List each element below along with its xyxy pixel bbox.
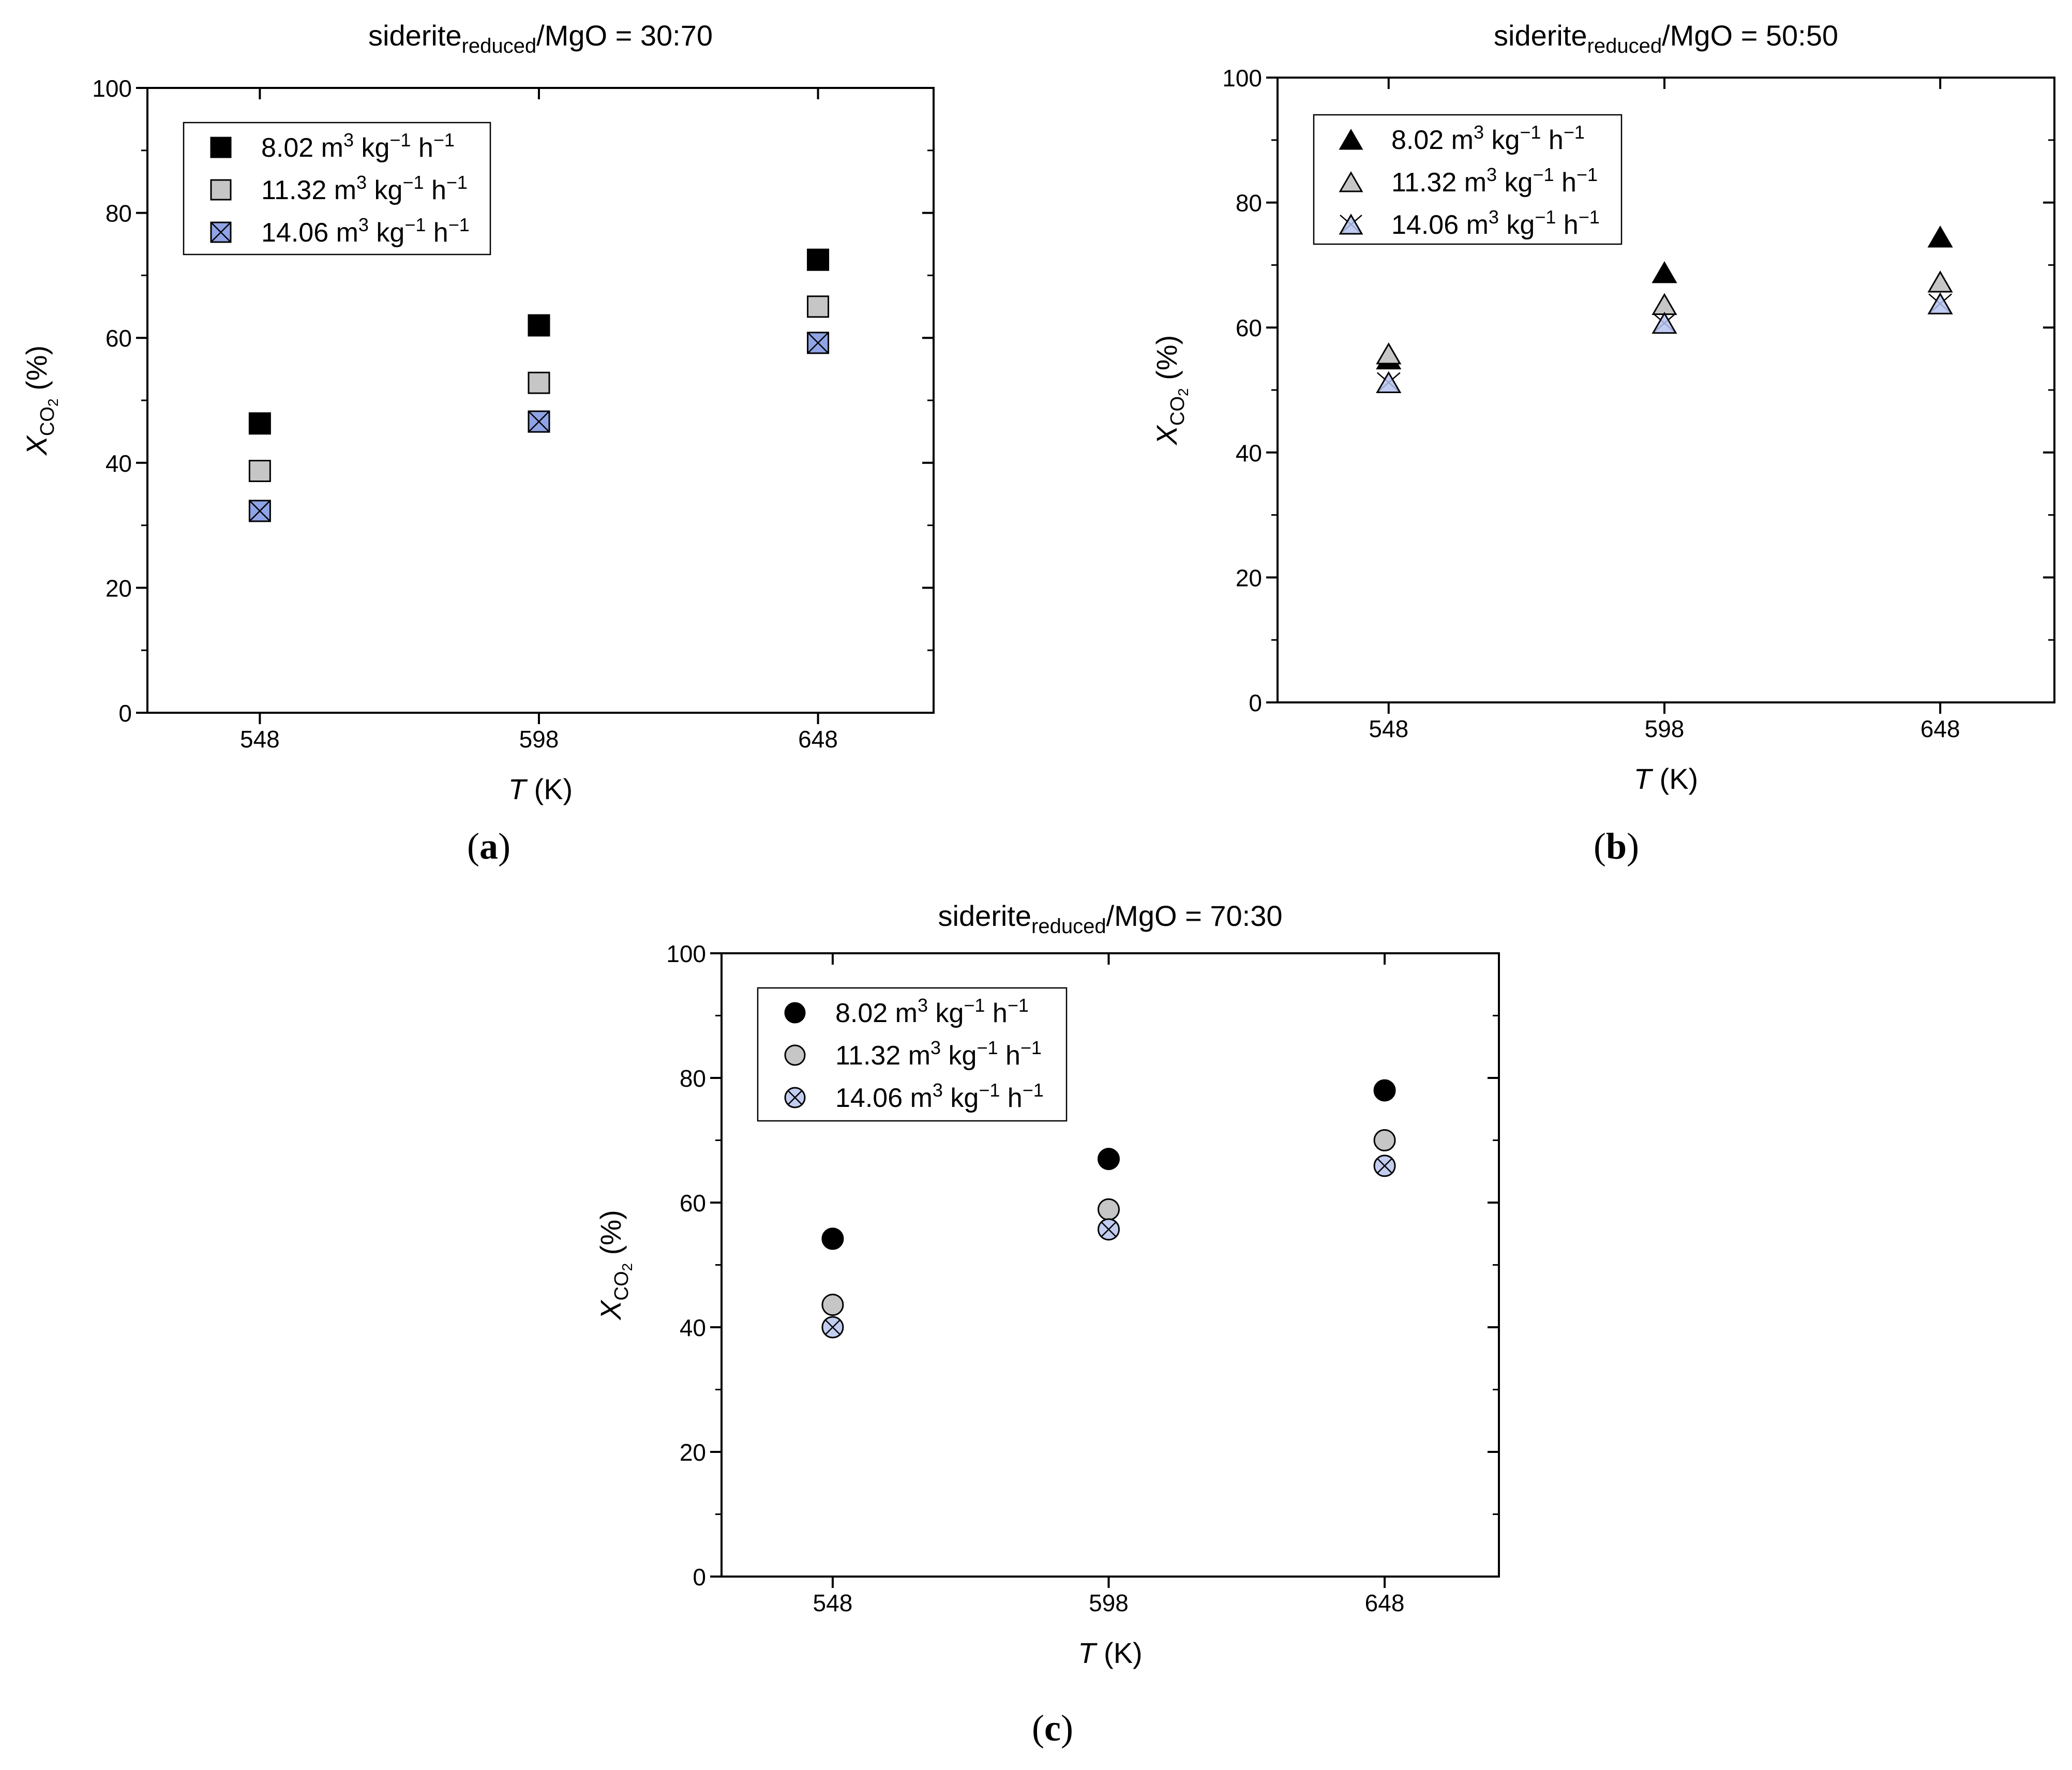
- legend-entry: 11.32 m3 kg−1 h−1: [261, 172, 468, 205]
- legend-entry: 8.02 m3 kg−1 h−1: [261, 129, 455, 163]
- y-tick-label: 20: [1236, 564, 1262, 591]
- x-axis-label: T (K): [1078, 1637, 1142, 1669]
- legend-entry: 14.06 m3 kg−1 h−1: [1391, 206, 1600, 240]
- x-tick-label: 598: [519, 726, 559, 753]
- data-point-blue-cross-648: [807, 332, 830, 354]
- y-tick-label: 40: [680, 1314, 706, 1341]
- data-point-gray-548: [821, 1294, 844, 1316]
- legend-marker-gray: [210, 179, 232, 201]
- x-tick-label: 548: [240, 726, 280, 753]
- x-tick-label: 598: [1089, 1589, 1129, 1616]
- legend-marker-gray: [784, 1044, 806, 1066]
- y-tick-label: 60: [1236, 314, 1262, 341]
- data-point-blue-cross-598: [1651, 311, 1677, 334]
- legend-marker-blue-cross: [784, 1087, 806, 1108]
- data-point-blue-cross-598: [1097, 1218, 1120, 1241]
- chart-title: sideritereduced/MgO = 30:70: [368, 19, 713, 57]
- data-point-black-598: [528, 314, 550, 337]
- data-point-black-598: [1651, 261, 1677, 283]
- y-tick-label: 60: [106, 325, 132, 352]
- x-tick-label: 648: [1365, 1589, 1405, 1616]
- data-point-gray-598: [1651, 293, 1677, 316]
- legend: 8.02 m3 kg−1 h−1 11.32 m3 kg−1 h−1 14.06 m…: [183, 122, 491, 256]
- chart-panel-b: sideritereduced/MgO = 50:50 0 20 40 60 80 100 5…: [1150, 19, 2055, 867]
- legend-entry: 11.32 m3 kg−1 h−1: [835, 1037, 1042, 1071]
- data-point-blue-cross-598: [528, 410, 550, 433]
- legend-marker-blue-cross: [210, 221, 232, 243]
- x-tick-label: 648: [798, 726, 838, 753]
- data-point-gray-598: [1097, 1198, 1120, 1221]
- data-point-gray-648: [807, 295, 830, 318]
- y-axis-label: XCO2 (%): [594, 1210, 635, 1321]
- data-point-blue-cross-648: [1927, 292, 1953, 314]
- data-point-black-548: [821, 1227, 844, 1250]
- data-point-black-598: [1097, 1148, 1120, 1171]
- x-tick-label: 548: [813, 1589, 853, 1616]
- data-point-blue-cross-548: [248, 500, 271, 522]
- y-axis-label: XCO2 (%): [1150, 335, 1191, 446]
- panel-label: (b): [1594, 826, 1639, 867]
- legend-entry: 14.06 m3 kg−1 h−1: [261, 214, 470, 248]
- legend-marker-gray: [1339, 171, 1363, 192]
- y-tick-label: 60: [680, 1190, 706, 1217]
- legend-entry: 8.02 m3 kg−1 h−1: [1391, 122, 1585, 155]
- x-axis-label: T (K): [1634, 762, 1698, 795]
- data-point-blue-cross-548: [821, 1316, 844, 1339]
- y-tick-label: 100: [1222, 65, 1262, 92]
- chart-title: sideritereduced/MgO = 50:50: [1494, 19, 1838, 57]
- legend-entry: 8.02 m3 kg−1 h−1: [835, 995, 1029, 1028]
- legend-box: [1313, 114, 1623, 245]
- data-point-gray-548: [1376, 342, 1402, 365]
- y-tick-label: 0: [118, 700, 132, 727]
- panel-label: (c): [1032, 1707, 1073, 1749]
- y-tick-label: 40: [1236, 440, 1262, 467]
- y-tick-label: 0: [693, 1564, 706, 1591]
- data-point-black-548: [248, 412, 271, 435]
- y-tick-label: 100: [92, 75, 132, 102]
- legend-box: [183, 122, 491, 256]
- data-point-blue-cross-648: [1373, 1154, 1396, 1177]
- data-point-gray-648: [1927, 271, 1953, 293]
- y-tick-label: 80: [680, 1065, 706, 1092]
- chart-title: sideritereduced/MgO = 70:30: [938, 899, 1283, 938]
- y-axis-label: XCO2 (%): [20, 346, 61, 457]
- legend: 8.02 m3 kg−1 h−1 11.32 m3 kg−1 h−1 14.06 m…: [1313, 114, 1623, 245]
- panel-label: (a): [467, 826, 511, 867]
- data-point-black-648: [1927, 226, 1953, 248]
- y-tick-label: 20: [106, 575, 132, 602]
- y-tick-label: 80: [106, 200, 132, 227]
- y-tick-label: 40: [106, 450, 132, 477]
- chart-panel-a: sideritereduced/MgO = 30:70 0 20 40 60 80 100 5…: [20, 19, 935, 867]
- data-point-gray-648: [1373, 1129, 1396, 1151]
- legend-marker-black: [210, 137, 232, 158]
- legend-box: [757, 987, 1068, 1122]
- data-point-black-648: [1373, 1079, 1396, 1102]
- x-tick-label: 598: [1645, 715, 1685, 742]
- legend-marker-black: [784, 1002, 806, 1024]
- legend: 8.02 m3 kg−1 h−1 11.32 m3 kg−1 h−1 14.06 m…: [757, 987, 1068, 1122]
- x-tick-label: 548: [1369, 715, 1408, 742]
- legend-entry: 14.06 m3 kg−1 h−1: [835, 1079, 1044, 1113]
- legend-marker-blue-cross: [1339, 213, 1363, 235]
- y-tick-label: 100: [666, 940, 706, 967]
- y-tick-label: 0: [1249, 689, 1262, 716]
- data-point-gray-598: [528, 371, 550, 394]
- x-axis-label: T (K): [508, 773, 573, 805]
- legend-marker-black: [1339, 128, 1363, 150]
- y-tick-label: 20: [680, 1439, 706, 1466]
- legend-entry: 11.32 m3 kg−1 h−1: [1391, 164, 1598, 198]
- data-point-blue-cross-548: [1376, 371, 1402, 394]
- data-point-black-648: [807, 248, 830, 271]
- chart-panel-c: sideritereduced/MgO = 70:30 0 20 40 60 80 100 5…: [594, 899, 1500, 1749]
- data-point-gray-548: [248, 460, 271, 483]
- y-tick-label: 80: [1236, 190, 1262, 217]
- x-tick-label: 648: [1920, 715, 1960, 742]
